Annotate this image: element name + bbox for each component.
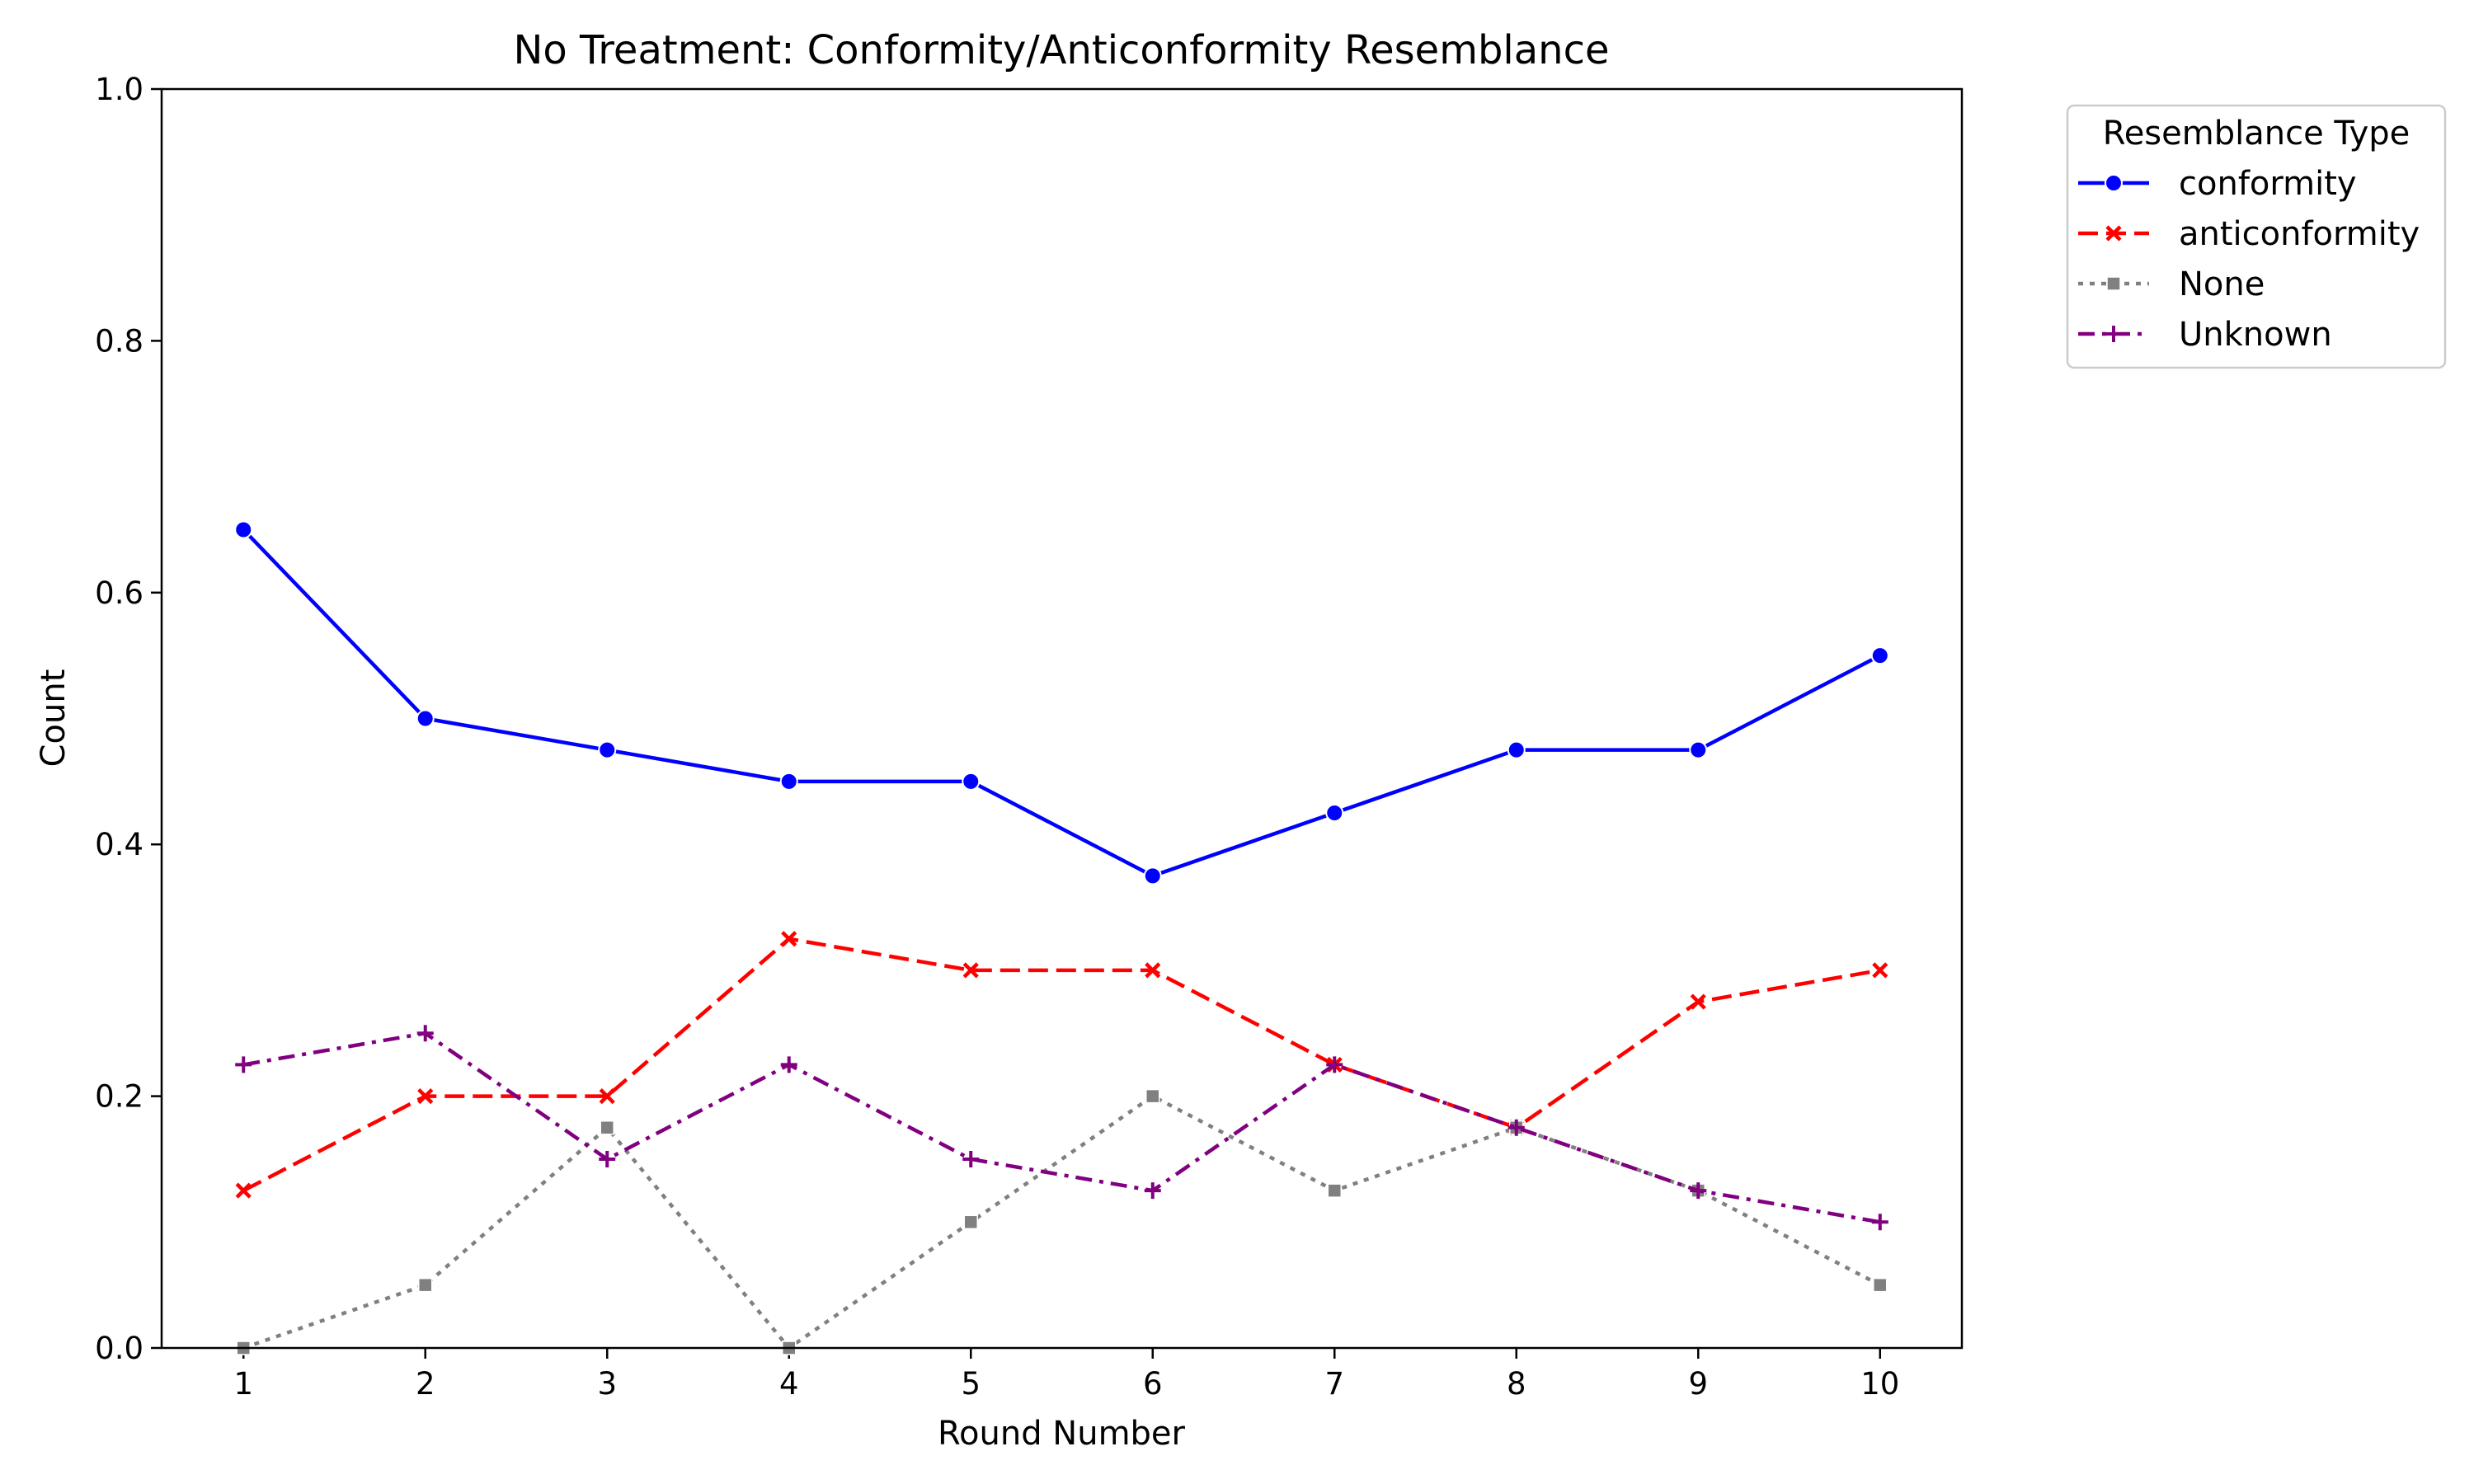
y-tick-label: 1.0 xyxy=(95,72,143,107)
data-point xyxy=(962,772,981,791)
data-point xyxy=(1873,1277,1888,1293)
data-point xyxy=(1689,740,1708,759)
data-point xyxy=(234,520,253,539)
series-conformity xyxy=(234,520,1889,885)
data-point xyxy=(235,1182,252,1199)
plot-area: 0.0 0.2 0.4 0.6 0.8 1.0 1 2 3 4 5 6 7 8 9 10 xyxy=(95,72,1964,1402)
y-axis-ticks: 0.0 0.2 0.4 0.6 0.8 1.0 xyxy=(95,72,162,1366)
plot-frame xyxy=(160,87,1964,1350)
x-tick-label: 2 xyxy=(416,1366,435,1402)
data-point xyxy=(235,1056,252,1073)
data-point xyxy=(1327,1183,1343,1198)
legend-marker xyxy=(2105,326,2122,342)
series-line xyxy=(242,528,1881,878)
legend-item: conformity xyxy=(2078,165,2357,203)
data-point xyxy=(416,1025,434,1042)
data-point xyxy=(599,1088,615,1105)
y-tick-label: 0.0 xyxy=(95,1331,143,1366)
legend-item: Unknown xyxy=(2078,316,2332,354)
data-point xyxy=(1690,1182,1707,1200)
legend: Resemblance Type conformity anticonformit… xyxy=(2066,104,2447,369)
legend-marker xyxy=(2106,276,2121,291)
data-point xyxy=(780,1056,797,1073)
x-tick-label: 3 xyxy=(597,1366,617,1402)
series-line xyxy=(242,1031,1881,1224)
data-point xyxy=(1143,866,1162,885)
data-point xyxy=(599,1150,616,1167)
data-point xyxy=(1144,1182,1161,1200)
legend-box xyxy=(2066,104,2447,369)
data-point xyxy=(963,1214,978,1230)
legend-item: None xyxy=(2078,265,2265,303)
y-tick-label: 0.4 xyxy=(95,827,143,862)
data-point xyxy=(598,740,617,759)
legend-marker xyxy=(2105,174,2123,192)
data-point xyxy=(417,1277,433,1293)
x-tick-label: 5 xyxy=(961,1366,981,1402)
data-point xyxy=(1507,1119,1525,1136)
data-point xyxy=(1870,646,1889,665)
data-point xyxy=(1872,962,1888,979)
series-line xyxy=(242,1094,1881,1350)
legend-label: anticonformity xyxy=(2179,215,2420,253)
legend-title: Resemblance Type xyxy=(2103,115,2411,153)
legend-item: anticonformity xyxy=(2078,215,2420,253)
legend-items: conformity anticonformity None Unknown xyxy=(2078,165,2420,354)
legend-marker xyxy=(2105,225,2122,242)
data-point xyxy=(1145,1088,1160,1104)
y-tick-label: 0.8 xyxy=(95,323,143,359)
x-tick-label: 7 xyxy=(1324,1366,1344,1402)
y-tick-label: 0.6 xyxy=(95,575,143,611)
data-point xyxy=(1325,804,1344,823)
x-tick-label: 1 xyxy=(233,1366,253,1402)
x-tick-label: 6 xyxy=(1143,1366,1163,1402)
legend-label: None xyxy=(2179,265,2265,303)
x-axis-ticks: 1 2 3 4 5 6 7 8 9 10 xyxy=(233,1348,1899,1402)
x-tick-label: 10 xyxy=(1860,1366,1899,1402)
data-point xyxy=(962,1150,980,1167)
x-tick-label: 8 xyxy=(1507,1366,1526,1402)
data-point xyxy=(779,772,798,791)
data-point xyxy=(781,931,797,947)
data-point xyxy=(1326,1056,1343,1073)
data-point xyxy=(962,962,979,979)
data-point xyxy=(1145,962,1161,979)
series-none xyxy=(236,1088,1888,1355)
chart-title: No Treatment: Conformity/Anticonformity … xyxy=(513,27,1609,73)
y-axis-label: Count xyxy=(35,669,73,768)
y-tick-label: 0.2 xyxy=(95,1079,143,1115)
data-point xyxy=(600,1120,614,1135)
legend-label: Unknown xyxy=(2179,316,2332,354)
x-tick-label: 4 xyxy=(779,1366,799,1402)
legend-label: conformity xyxy=(2179,165,2357,203)
series-unknown xyxy=(235,1025,1888,1231)
data-point xyxy=(1507,740,1526,759)
data-point xyxy=(1871,1214,1888,1231)
data-point xyxy=(416,709,435,728)
data-point xyxy=(417,1088,434,1105)
x-axis-label: Round Number xyxy=(938,1415,1186,1453)
series-layer xyxy=(234,520,1889,1355)
data-point xyxy=(1690,993,1706,1010)
x-tick-label: 9 xyxy=(1688,1366,1708,1402)
